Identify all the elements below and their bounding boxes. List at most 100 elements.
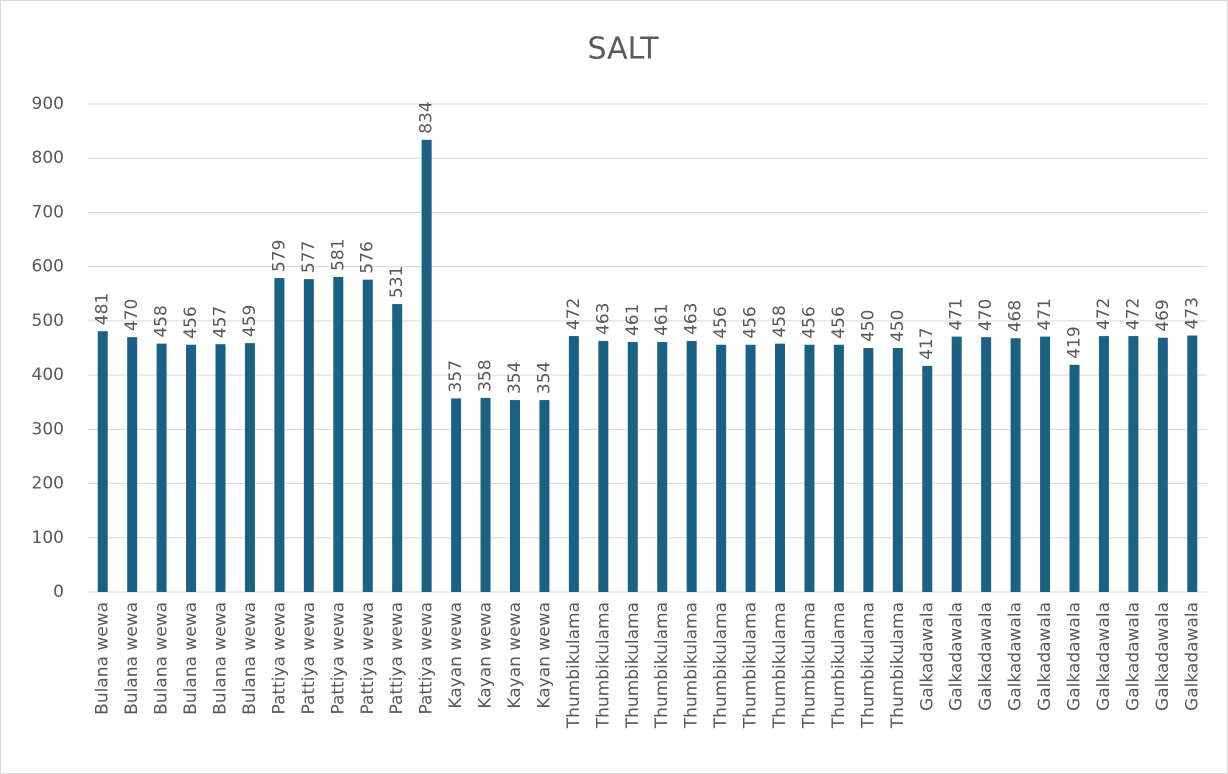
data-label: 531 bbox=[387, 266, 407, 298]
data-label: 463 bbox=[593, 302, 613, 334]
bar bbox=[833, 344, 844, 592]
x-tick-label: Bulana wewa bbox=[240, 602, 260, 715]
y-tick-label: 300 bbox=[32, 419, 64, 439]
bar bbox=[539, 400, 550, 592]
data-label: 354 bbox=[534, 362, 554, 394]
bar bbox=[480, 397, 491, 592]
x-tick-label: Thumbikulama bbox=[741, 602, 761, 729]
x-tick-label: Galkadawala bbox=[1035, 602, 1055, 711]
data-label: 456 bbox=[799, 306, 819, 338]
y-tick-label: 900 bbox=[32, 94, 64, 114]
data-label: 577 bbox=[299, 241, 319, 273]
x-tick-label: Galkadawala bbox=[947, 602, 967, 711]
bar bbox=[156, 343, 167, 592]
x-tick-label: Galkadawala bbox=[1182, 602, 1202, 711]
bar bbox=[1157, 337, 1168, 592]
x-tick-label: Thumbikulama bbox=[564, 602, 584, 729]
y-tick-label: 0 bbox=[53, 582, 64, 602]
data-label: 463 bbox=[682, 302, 702, 334]
x-tick-label: Galkadawala bbox=[1006, 602, 1026, 711]
x-tick-label: Thumbikulama bbox=[623, 602, 643, 729]
x-tick-label: Pattiya wewa bbox=[328, 602, 348, 715]
bar bbox=[215, 344, 226, 592]
data-label: 471 bbox=[1035, 298, 1055, 330]
bar bbox=[1128, 336, 1139, 592]
x-tick-label: Thumbikulama bbox=[829, 602, 849, 729]
bar bbox=[951, 336, 962, 592]
bar bbox=[716, 344, 727, 592]
bar bbox=[509, 400, 520, 592]
bar bbox=[1010, 338, 1021, 592]
y-tick-label: 100 bbox=[32, 528, 64, 548]
x-tick-label: Thumbikulama bbox=[770, 602, 790, 729]
x-tick-label: Galkadawala bbox=[1094, 602, 1114, 711]
x-tick-label: Bulana wewa bbox=[93, 602, 113, 715]
bar bbox=[627, 342, 638, 592]
x-tick-label: Thumbikulama bbox=[799, 602, 819, 729]
x-tick-label: Thumbikulama bbox=[652, 602, 672, 729]
x-tick-label: Galkadawala bbox=[1153, 602, 1173, 711]
data-label: 472 bbox=[1123, 298, 1143, 330]
data-label: 470 bbox=[976, 299, 996, 331]
bar bbox=[451, 398, 462, 592]
bar bbox=[775, 343, 786, 592]
y-tick-label: 500 bbox=[32, 311, 64, 331]
data-label: 450 bbox=[888, 310, 908, 342]
bar bbox=[598, 340, 609, 592]
bar bbox=[362, 279, 373, 592]
chart-title: SALT bbox=[587, 32, 659, 67]
x-tick-label: Pattiya wewa bbox=[358, 602, 378, 715]
bar bbox=[303, 279, 314, 592]
bar bbox=[1098, 336, 1109, 592]
bar bbox=[97, 331, 108, 592]
bar bbox=[686, 340, 697, 592]
y-tick-label: 700 bbox=[32, 202, 64, 222]
data-label: 457 bbox=[211, 306, 231, 338]
x-tick-label: Thumbikulama bbox=[711, 602, 731, 729]
data-label: 419 bbox=[1064, 326, 1084, 358]
bar bbox=[863, 348, 874, 592]
bar bbox=[568, 336, 579, 592]
bar bbox=[421, 139, 432, 592]
x-tick-label: Pattiya wewa bbox=[269, 602, 289, 715]
data-label: 461 bbox=[623, 304, 643, 336]
x-tick-label: Kayan wewa bbox=[534, 602, 554, 709]
bar bbox=[892, 348, 903, 592]
bar bbox=[745, 344, 756, 592]
x-tick-label: Bulana wewa bbox=[211, 602, 231, 715]
data-label: 469 bbox=[1153, 299, 1173, 331]
x-tick-label: Bulana wewa bbox=[122, 602, 142, 715]
bar bbox=[186, 344, 197, 592]
bar bbox=[127, 337, 138, 592]
x-tick-label: Galkadawala bbox=[917, 602, 937, 711]
x-tick-label: Bulana wewa bbox=[181, 602, 201, 715]
data-label: 834 bbox=[417, 101, 437, 133]
x-tick-label: Thumbikulama bbox=[593, 602, 613, 729]
data-label: 354 bbox=[505, 362, 525, 394]
data-label: 450 bbox=[858, 310, 878, 342]
data-label: 481 bbox=[93, 293, 113, 325]
bar bbox=[981, 337, 992, 592]
y-tick-label: 800 bbox=[32, 148, 64, 168]
data-label: 579 bbox=[269, 240, 289, 272]
bar bbox=[657, 342, 668, 592]
data-label: 472 bbox=[1094, 298, 1114, 330]
data-label: 417 bbox=[917, 327, 937, 359]
bar bbox=[1040, 336, 1051, 592]
bar bbox=[392, 304, 403, 592]
x-tick-label: Pattiya wewa bbox=[387, 602, 407, 715]
bar bbox=[1187, 335, 1198, 592]
y-tick-label: 200 bbox=[32, 474, 64, 494]
x-tick-label: Galkadawala bbox=[1064, 602, 1084, 711]
data-label: 357 bbox=[446, 360, 466, 392]
data-label: 576 bbox=[358, 241, 378, 273]
bar bbox=[804, 344, 815, 592]
data-label: 458 bbox=[770, 305, 790, 337]
data-label: 456 bbox=[829, 306, 849, 338]
bar bbox=[1069, 364, 1080, 592]
x-tick-label: Galkadawala bbox=[1123, 602, 1143, 711]
data-label: 473 bbox=[1182, 297, 1202, 329]
x-tick-label: Bulana wewa bbox=[152, 602, 172, 715]
